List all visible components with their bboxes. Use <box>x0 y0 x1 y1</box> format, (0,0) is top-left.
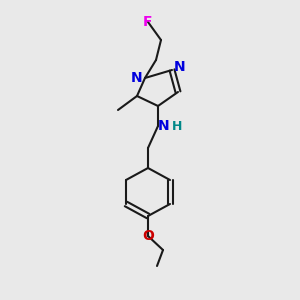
Text: F: F <box>143 15 153 29</box>
Text: H: H <box>172 119 182 133</box>
Text: N: N <box>158 119 170 133</box>
Text: O: O <box>142 229 154 243</box>
Text: N: N <box>174 60 186 74</box>
Text: N: N <box>131 71 143 85</box>
